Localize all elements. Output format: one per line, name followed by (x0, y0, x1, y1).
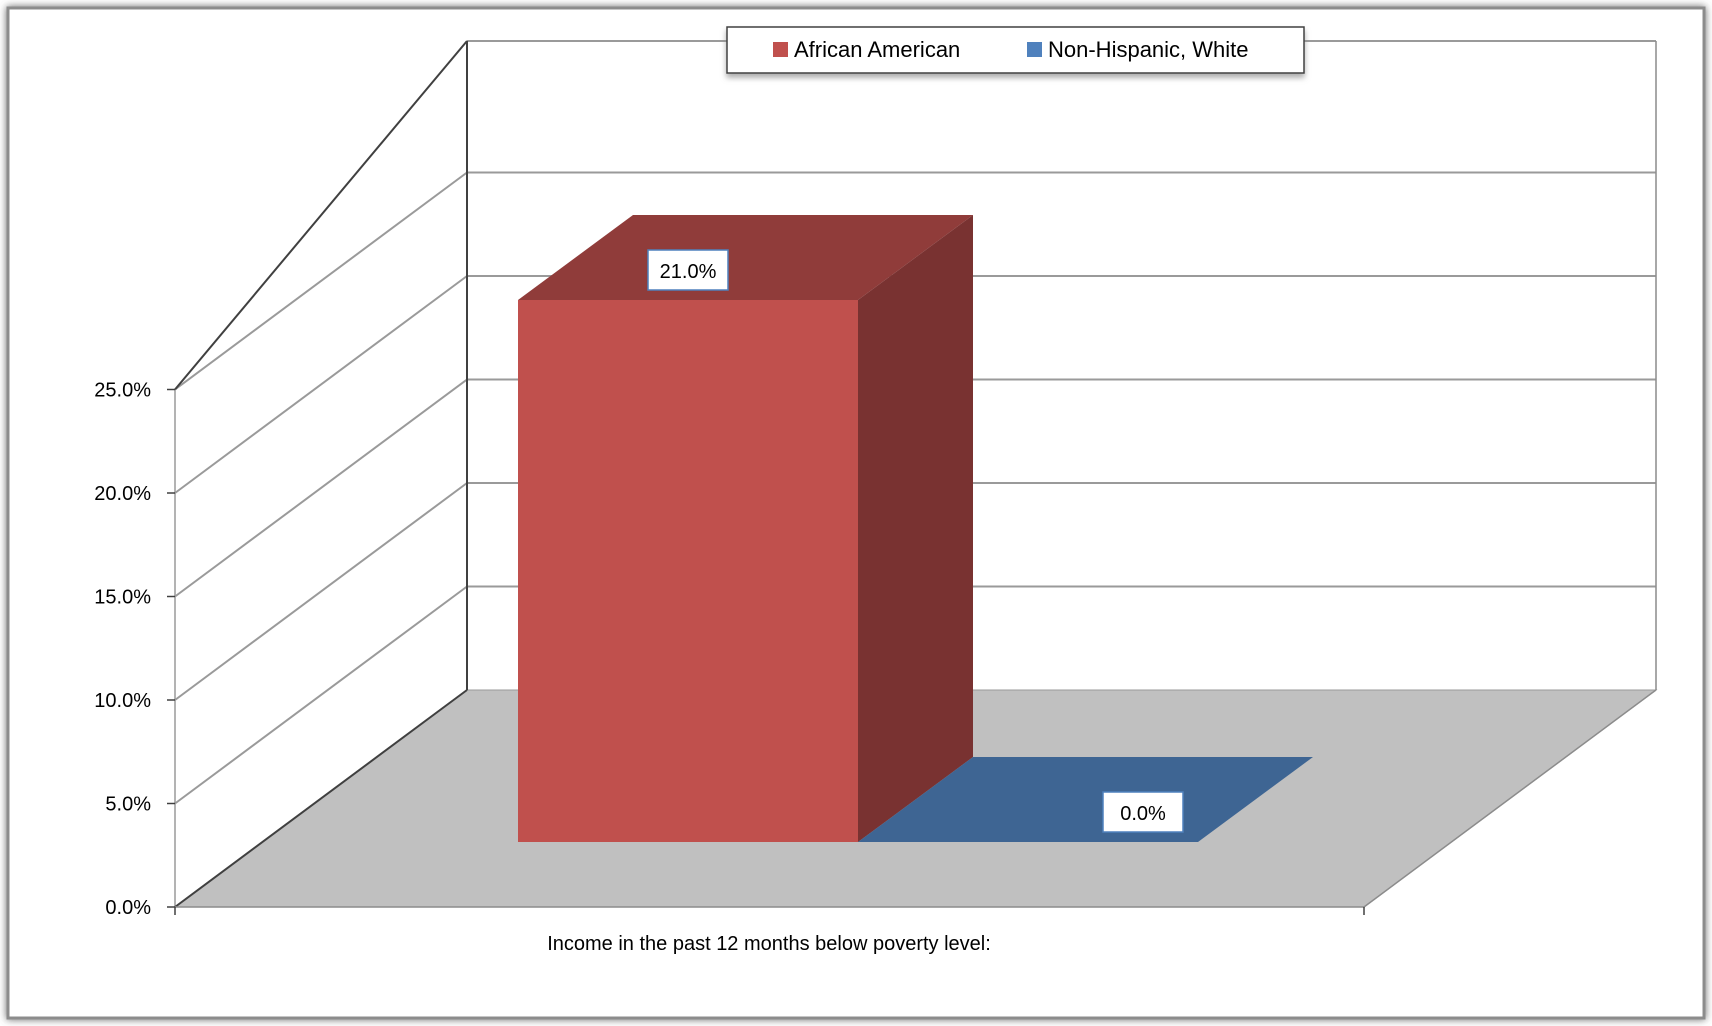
legend-box (726, 26, 1305, 74)
legend-label: African American (794, 37, 960, 62)
data-label-box (647, 249, 729, 291)
data-labels: 21.0% 0.0% (647, 249, 1184, 833)
data-label-text: 0.0% (1120, 803, 1166, 825)
bars (518, 215, 1313, 842)
side-gridline (174, 378, 468, 598)
side-gridline (174, 171, 468, 391)
bar-top-face (858, 757, 1313, 842)
side-gridline (174, 585, 468, 805)
floor-right-edge (1363, 689, 1657, 908)
y-tick-label: 20.0% (94, 483, 151, 505)
bar-african-american (518, 215, 973, 842)
y-tick-label: 5.0% (105, 794, 151, 816)
bar-non-hispanic-white (858, 757, 1313, 842)
legend-label: Non-Hispanic, White (1048, 37, 1249, 62)
side-gridline (174, 482, 468, 701)
bar-top-face (518, 215, 973, 300)
legend-entry: African American (773, 37, 960, 62)
floor-left-edge (174, 689, 468, 908)
y-axis-ticks: 0.0% 5.0% 10.0% 15.0% 20.0% 25.0% (94, 380, 175, 919)
data-label-text: 21.0% (660, 261, 717, 283)
legend-swatch (773, 42, 788, 57)
data-label: 21.0% (647, 249, 729, 291)
side-gridline (174, 275, 468, 494)
legend-swatch (1027, 42, 1042, 57)
data-label-box (1102, 791, 1184, 833)
side-top-edge (174, 40, 468, 391)
y-tick-label: 15.0% (94, 587, 151, 609)
legend: African American Non-Hispanic, White (726, 26, 1305, 74)
data-label: 0.0% (1102, 791, 1184, 833)
y-tick-label: 25.0% (94, 380, 151, 402)
y-tick-label: 0.0% (105, 897, 151, 919)
legend-entry: Non-Hispanic, White (1027, 37, 1249, 62)
bar-front-face (518, 300, 858, 842)
x-axis: Income in the past 12 months below pover… (547, 933, 991, 955)
x-category-label: Income in the past 12 months below pover… (547, 933, 991, 955)
bar-side-face (858, 215, 973, 842)
y-tick-label: 10.0% (94, 690, 151, 712)
